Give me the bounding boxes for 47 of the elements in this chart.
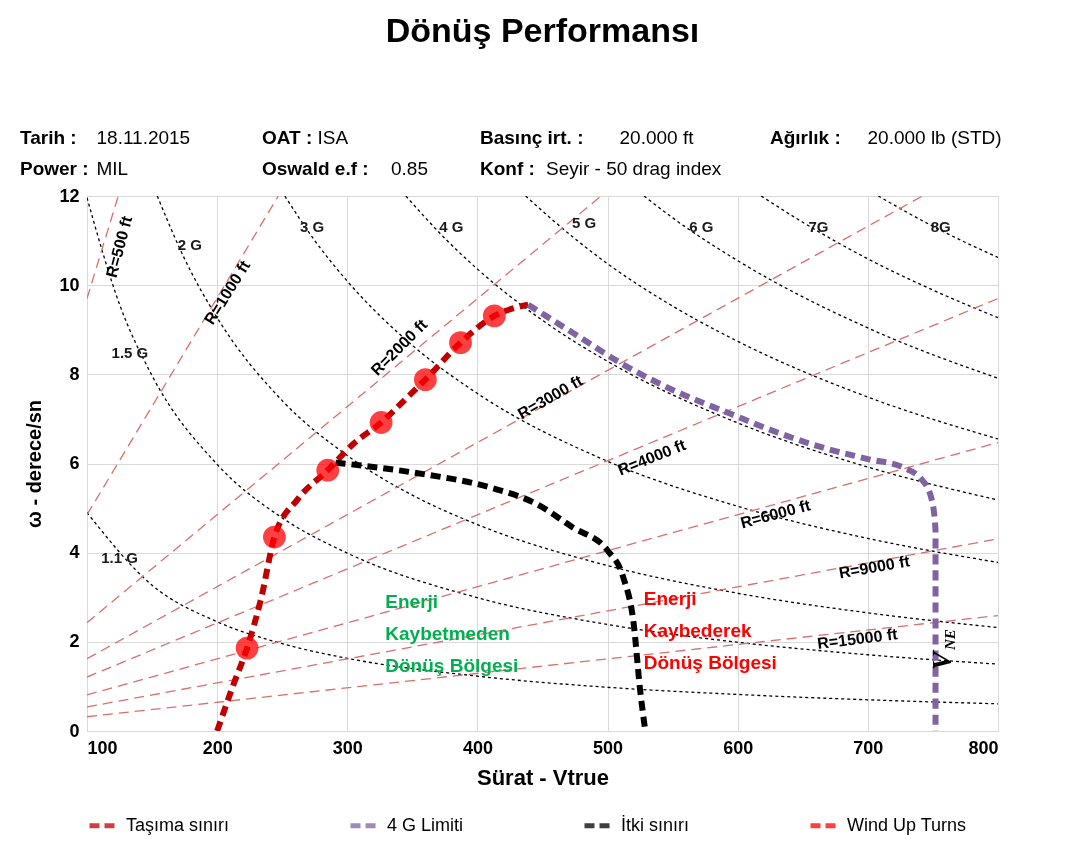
- text: OAT : ISA: [262, 127, 349, 148]
- annotation: 7G: [808, 218, 829, 236]
- annotation: 2 G: [177, 236, 202, 254]
- annotation: R=500 ft: [102, 213, 136, 280]
- legend-label: Taşıma sınırı: [126, 814, 230, 835]
- annotation: 1.5 G: [111, 343, 149, 361]
- x-tick-label: 400: [462, 737, 493, 758]
- annotation: Enerji Kaybetmeden Dönüş Bölgesi: [385, 591, 519, 677]
- text: Tarih : 18.11.2015: [20, 127, 191, 148]
- y-axis-title: ω - derece/sn: [23, 399, 46, 529]
- annotation: VNE: [926, 629, 958, 671]
- annotation: 4 G: [439, 218, 464, 236]
- y-tick-label: 10: [59, 274, 80, 295]
- y-tick-label: 6: [69, 453, 80, 473]
- y-tick-label: 12: [59, 185, 80, 206]
- x-tick-label: 100: [87, 737, 118, 758]
- text: Basınç irt. : 20.000 ft: [480, 127, 694, 148]
- annotation: 8G: [930, 218, 951, 236]
- line-series: [760, 196, 998, 319]
- chart-title: Dönüş Performansı: [385, 11, 700, 49]
- text: Konf : Seyir - 50 drag index: [480, 158, 722, 179]
- x-tick-label: 200: [202, 737, 233, 758]
- x-tick-label: 600: [723, 737, 754, 758]
- x-axis-title: Sürat - Vtrue: [476, 764, 610, 790]
- annotation: 3 G: [300, 218, 325, 236]
- annotation: Enerji Kaybederek Dönüş Bölgesi: [643, 588, 777, 674]
- line-series: [643, 196, 998, 379]
- x-tick-label: 500: [593, 737, 624, 758]
- legend-label: İtki sınırı: [621, 814, 690, 835]
- y-tick-label: 0: [69, 720, 80, 741]
- text: Oswald e.f : 0.85: [262, 158, 428, 179]
- x-tick-label: 700: [853, 737, 884, 758]
- annotation: R=9000 ft: [837, 552, 912, 582]
- annotation: 1.1 G: [101, 549, 138, 567]
- y-tick-label: 8: [69, 363, 80, 384]
- text: Power : MIL: [20, 158, 129, 179]
- annotation: R=6000 ft: [738, 496, 813, 532]
- x-tick-label: 800: [968, 737, 999, 758]
- annotation: R=15000 ft: [816, 625, 900, 652]
- y-tick-label: 2: [69, 631, 80, 652]
- legend-label: Wind Up Turns: [847, 814, 967, 835]
- annotation: 6 G: [689, 218, 714, 236]
- y-tick-label: 4: [69, 542, 80, 563]
- legend-label: 4 G Limiti: [387, 814, 464, 835]
- text: Ağırlık : 20.000 lb (STD): [770, 127, 1002, 148]
- x-tick-label: 300: [332, 737, 363, 758]
- annotation: 5 G: [572, 213, 597, 231]
